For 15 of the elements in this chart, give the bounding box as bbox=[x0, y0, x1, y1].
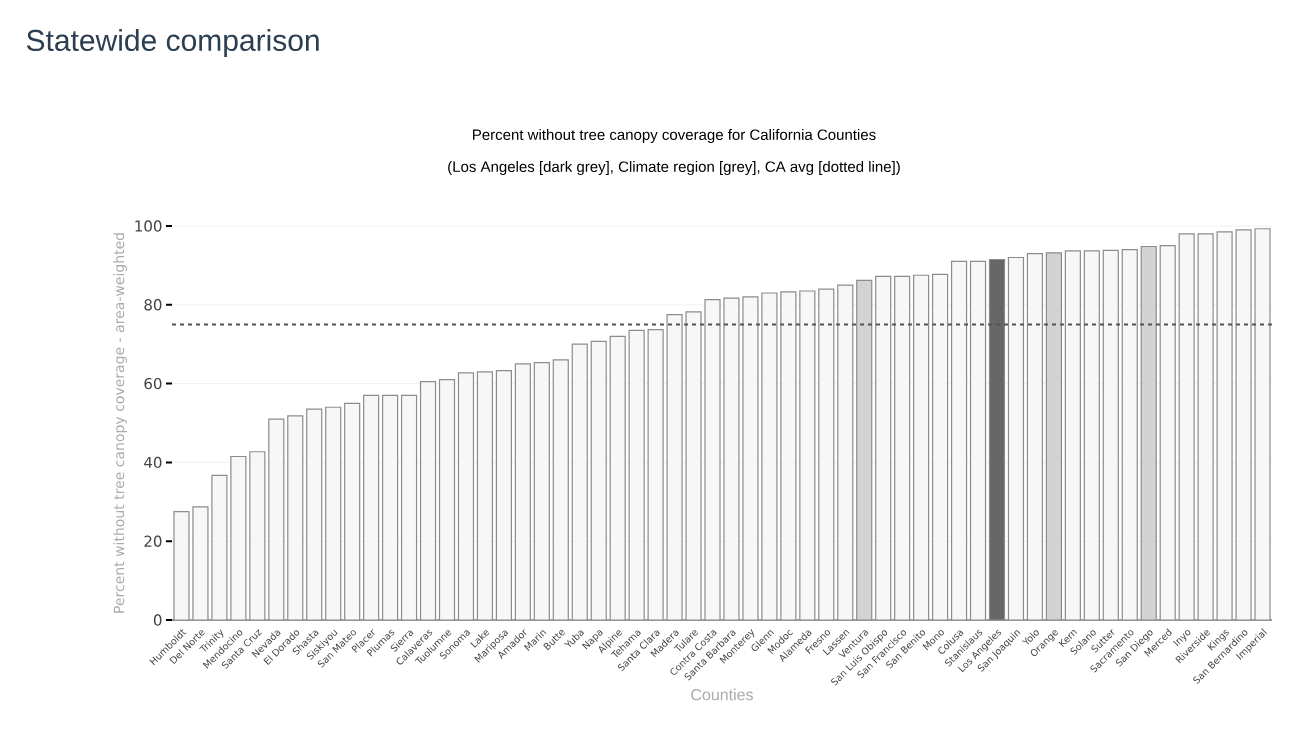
y-axis-title: Percent without tree canopy coverage - area-weighted bbox=[113, 233, 127, 613]
bar bbox=[988, 258, 1006, 621]
chart-subtitle: Percent without tree canopy coverage for California Counties bbox=[473, 129, 876, 143]
y-tick-label: 80 bbox=[144, 299, 162, 311]
y-tick-label: 0 bbox=[153, 614, 162, 626]
text: (Los Angeles [dark grey], Climate region [grey], CA avg [dotted line]) bbox=[448, 161, 900, 175]
y-tick-label: 60 bbox=[144, 377, 162, 390]
y-tick-label: 20 bbox=[144, 535, 162, 547]
chart-title: Statewide comparison bbox=[26, 29, 319, 57]
bar bbox=[856, 279, 873, 621]
bar bbox=[1045, 252, 1062, 621]
y-tick-label: 100 bbox=[135, 220, 162, 232]
bar bbox=[1140, 245, 1157, 621]
y-tick-label: 40 bbox=[144, 456, 162, 469]
x-axis-title: Counties bbox=[691, 688, 753, 701]
